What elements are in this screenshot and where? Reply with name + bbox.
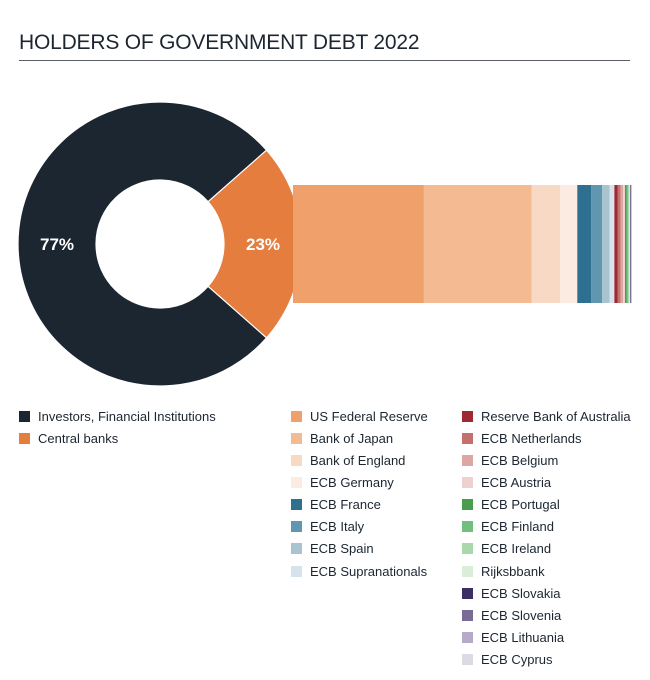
bar-segment-reserve-bank-of-australia [614, 185, 618, 303]
bar-segment-ecb-ireland [627, 185, 630, 303]
legend-item-us-federal-reserve: US Federal Reserve [291, 405, 428, 427]
title-divider [19, 60, 630, 61]
legend-label: Bank of England [310, 452, 406, 468]
legend-item-reserve-bank-of-australia: Reserve Bank of Australia [462, 405, 631, 427]
bar-segment-ecb-slovakia [630, 185, 631, 303]
legend-swatch [462, 565, 473, 577]
legend-label: ECB Cyprus [481, 652, 553, 668]
legend-item-ecb-france: ECB France [291, 494, 428, 516]
bar-segment-ecb-finland [626, 185, 628, 303]
legend-swatch [291, 410, 302, 422]
legend-label: US Federal Reserve [310, 408, 428, 424]
bar-segment-ecb-italy [591, 185, 603, 303]
legend-swatch [291, 499, 302, 511]
legend-label: ECB Spain [310, 541, 374, 557]
bar-segment-us-federal-reserve [293, 185, 424, 303]
legend-item-ecb-lithuania: ECB Lithuania [462, 626, 631, 648]
chart-title: HOLDERS OF GOVERNMENT DEBT 2022 [19, 31, 420, 54]
bar-segment-bank-of-japan [423, 185, 532, 303]
legend-item-ecb-cyprus: ECB Cyprus [462, 649, 631, 671]
legend-swatch [462, 654, 473, 666]
legend-swatch [291, 521, 302, 533]
legend-swatch [19, 432, 30, 444]
bar-segment-ecb-austria [623, 185, 625, 303]
legend-label: ECB Lithuania [481, 629, 565, 645]
legend-label: ECB France [310, 497, 381, 513]
legend-swatch [462, 521, 473, 533]
legend-swatch [462, 432, 473, 444]
donut-label-central-banks: 23% [246, 235, 280, 254]
legend-swatch [462, 587, 473, 599]
legend-item-ecb-italy: ECB Italy [291, 516, 428, 538]
legend-swatch [291, 476, 302, 488]
legend-item-ecb-spain: ECB Spain [291, 538, 428, 560]
legend-label: Investors, Financial Institutions [38, 408, 216, 424]
legend-label: ECB Germany [310, 474, 394, 490]
legend-item-ecb-slovakia: ECB Slovakia [462, 582, 631, 604]
legend-item-ecb-ireland: ECB Ireland [462, 538, 631, 560]
legend-swatch [462, 476, 473, 488]
legend-swatch [291, 565, 302, 577]
legend-swatch [462, 410, 473, 422]
legend-item-ecb-slovenia: ECB Slovenia [462, 604, 631, 626]
legend-swatch [462, 454, 473, 466]
legend-label: ECB Netherlands [481, 430, 582, 446]
bar-segment-bank-of-england [531, 185, 561, 303]
legend-item-ecb-finland: ECB Finland [462, 516, 631, 538]
legend-item-ecb-belgium: ECB Belgium [462, 449, 631, 471]
legend-swatch [19, 410, 30, 422]
legend-label: ECB Austria [481, 474, 552, 490]
legend-central-banks-col2: Reserve Bank of Australia ECB Netherlands… [462, 405, 631, 671]
legend-swatch [291, 454, 302, 466]
legend-label: ECB Portugal [481, 497, 560, 513]
legend-label: ECB Ireland [481, 541, 552, 557]
legend-label: ECB Italy [310, 519, 365, 535]
donut-label-investors-financial-institutions: 77% [40, 235, 74, 254]
legend-swatch [462, 543, 473, 555]
bar-segment-ecb-supranationals [609, 185, 615, 303]
legend-label: Bank of Japan [310, 430, 394, 446]
bar-segment-ecb-netherlands [617, 185, 621, 303]
legend-swatch [462, 631, 473, 643]
bar-segment-ecb-belgium [620, 185, 624, 303]
donut-slice-investors-financial-institutions [17, 101, 268, 387]
bar-segment-ecb-spain [602, 185, 610, 303]
legend-item-bank-of-england: Bank of England [291, 449, 428, 471]
legend-central-banks-col1: US Federal Reserve Bank of Japan Bank of E… [291, 405, 428, 582]
legend-label: ECB Finland [481, 519, 554, 535]
bar-segment-rijksbbank [629, 185, 631, 303]
legend-swatch [291, 432, 302, 444]
legend-label: ECB Slovakia [481, 585, 561, 601]
bar-segment-ecb-portugal [624, 185, 627, 303]
chart-area: 23% 77% [17, 101, 632, 387]
legend-item-ecb-netherlands: ECB Netherlands [462, 427, 631, 449]
legend-item-ecb-austria: ECB Austria [462, 471, 631, 493]
legend-label: ECB Slovenia [481, 607, 562, 623]
legend-label: Rijksbbank [481, 563, 545, 579]
bar-segment-ecb-france [577, 185, 592, 303]
legend-label: ECB Supranationals [310, 563, 428, 579]
legend-label: ECB Belgium [481, 452, 559, 468]
legend-item-investors-financial-institutions: Investors, Financial Institutions [19, 405, 216, 427]
legend-item-ecb-portugal: ECB Portugal [462, 494, 631, 516]
legend-item-rijksbbank: Rijksbbank [462, 560, 631, 582]
legend-label: Reserve Bank of Australia [481, 408, 631, 424]
legend-holders: Investors, Financial Institutions Central… [19, 405, 216, 449]
legend-item-ecb-supranationals: ECB Supranationals [291, 560, 428, 582]
legend-item-ecb-germany: ECB Germany [291, 471, 428, 493]
legend-swatch [462, 609, 473, 621]
legend-item-bank-of-japan: Bank of Japan [291, 427, 428, 449]
legend-item-central-banks: Central banks [19, 427, 216, 449]
legend-label: Central banks [38, 430, 119, 446]
bar-segment-ecb-germany [560, 185, 578, 303]
legend-swatch [291, 543, 302, 555]
legend-swatch [462, 499, 473, 511]
